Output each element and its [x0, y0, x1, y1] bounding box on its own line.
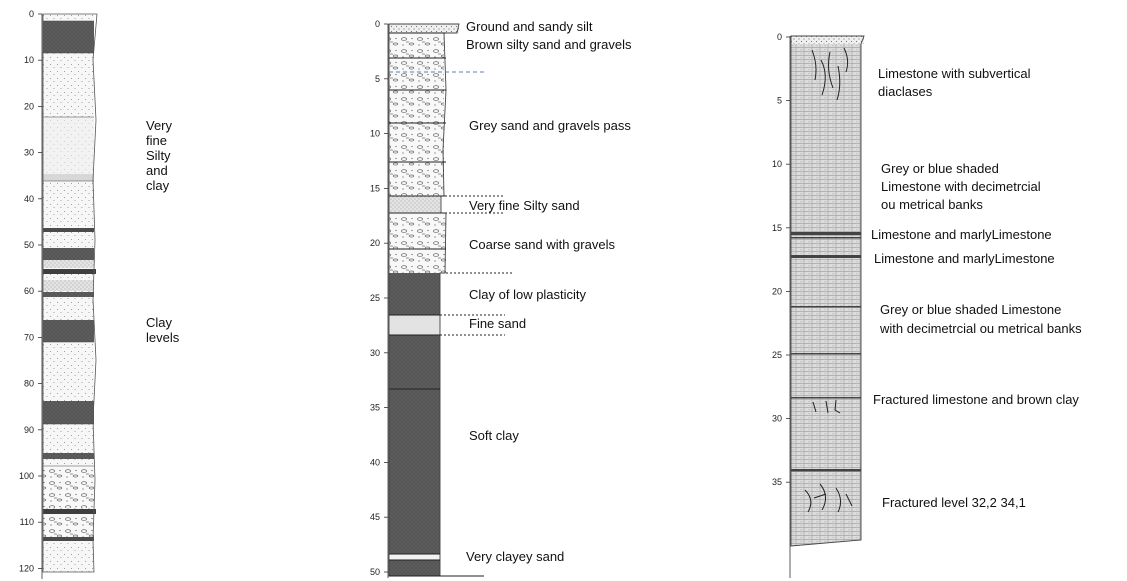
log-a-gravel-layer	[43, 466, 94, 508]
depth-tick-label: 20	[370, 238, 380, 248]
depth-tick-label: 35	[370, 403, 380, 413]
log-b-clayey-sand-layer	[389, 554, 440, 560]
log-b-column	[388, 23, 512, 577]
depth-tick-label: 60	[24, 286, 34, 296]
log-c-labels: Limestone with subvertical diaclases Gre…	[871, 66, 1082, 510]
log-b-label: Clay of low plasticity	[469, 287, 587, 302]
depth-tick-label: 30	[370, 348, 380, 358]
log-c-column	[790, 35, 865, 547]
log-a-depth-axis: 0 10 20 30 40 50 60 70 80 90 100 110 120	[19, 9, 43, 579]
log-a-gravel-layer	[43, 515, 94, 537]
depth-tick-label: 40	[370, 457, 380, 467]
depth-tick-label: 0	[777, 32, 782, 42]
log-b-dotted-markers	[440, 195, 512, 336]
log-b-label: Brown silty sand and gravels	[466, 37, 632, 52]
log-b-label: Coarse sand with gravels	[469, 237, 615, 252]
log-b-label: Soft clay	[469, 428, 519, 443]
depth-tick-label: 100	[19, 471, 34, 481]
log-c-label: Fractured level 32,2 34,1	[882, 495, 1026, 510]
log-a-clay-band	[43, 228, 94, 232]
depth-tick-label: 5	[375, 74, 380, 84]
log-c-topsoil-layer	[791, 36, 864, 44]
log-c-depth-axis: 0 5 10 15 20 25 30 35	[772, 32, 791, 578]
log-b-depth-axis: 0 5 10 15 20 25 30 35 40 45 50	[370, 19, 389, 578]
depth-tick-label: 50	[370, 567, 380, 577]
depth-tick-label: 10	[370, 129, 380, 139]
log-a-thin-layer	[43, 174, 94, 181]
borehole-log-c: 0 5 10 15 20 25 30 35 Limestone with subvertica…	[772, 32, 1082, 578]
depth-tick-label: 25	[772, 350, 782, 360]
log-a-fine-layer	[43, 260, 94, 268]
depth-tick-label: 40	[24, 194, 34, 204]
depth-tick-label: 15	[772, 223, 782, 233]
log-a-label: Clay levels	[146, 315, 180, 345]
depth-tick-label: 50	[24, 240, 34, 250]
depth-tick-label: 10	[772, 159, 782, 169]
log-c-label: Limestone with subvertical diaclases	[878, 66, 1034, 99]
log-a-column	[42, 13, 98, 573]
depth-tick-label: 35	[772, 477, 782, 487]
log-b-fine-sand-layer	[389, 315, 440, 335]
depth-tick-label: 30	[772, 414, 782, 424]
log-c-fractures	[804, 47, 853, 513]
depth-tick-label: 15	[370, 183, 380, 193]
log-a-clay-layer	[43, 320, 94, 342]
log-a-clay-band	[43, 292, 94, 297]
log-a-labels: Very fine Silty and clay Clay levels	[146, 118, 180, 345]
depth-tick-label: 20	[24, 101, 34, 111]
log-b-label: Grey sand and gravels pass	[469, 118, 631, 133]
log-a-clay-band	[43, 537, 94, 541]
log-c-label: Limestone and marlyLimestone	[874, 251, 1055, 266]
log-b-clay-layer	[389, 273, 440, 315]
log-a-clay-band	[43, 453, 94, 459]
log-a-label: Very fine Silty and clay	[146, 118, 176, 193]
depth-tick-label: 120	[19, 563, 34, 573]
depth-tick-label: 25	[370, 293, 380, 303]
log-a-clay-layer	[43, 401, 94, 424]
depth-tick-label: 30	[24, 148, 34, 158]
depth-tick-label: 5	[777, 96, 782, 106]
log-a-outline	[42, 13, 98, 573]
log-c-label: Fractured limestone and brown clay	[873, 392, 1079, 407]
log-b-gravel-layer	[389, 213, 446, 273]
log-b-label: Fine sand	[469, 316, 526, 331]
log-a-boundaries	[43, 20, 94, 467]
log-a-clay-band	[43, 280, 94, 291]
log-a-clay-band	[43, 269, 96, 274]
log-b-label: Very clayey sand	[466, 549, 564, 564]
depth-tick-label: 70	[24, 332, 34, 342]
depth-tick-label: 0	[375, 19, 380, 29]
borehole-log-b: 0 5 10 15 20 25 30 35 40 45 50 Ground and sandy si…	[370, 19, 632, 578]
depth-tick-label: 90	[24, 425, 34, 435]
depth-tick-label: 20	[772, 286, 782, 296]
log-b-label: Ground and sandy silt	[466, 19, 593, 34]
log-a-light-layer	[43, 117, 94, 174]
log-b-boundaries	[389, 32, 484, 577]
depth-tick-label: 110	[20, 517, 34, 527]
log-b-clay-layer	[389, 335, 440, 554]
log-c-label: Limestone and marlyLimestone	[871, 227, 1052, 242]
depth-tick-label: 45	[370, 512, 380, 522]
log-b-labels: Ground and sandy silt Brown silty sand a…	[466, 19, 632, 564]
log-c-limestone-body	[791, 44, 861, 546]
log-b-fine-silty-layer	[389, 196, 441, 213]
log-b-gravel-layer	[389, 33, 444, 196]
depth-tick-label: 0	[29, 9, 34, 19]
log-b-label: Very fine Silty sand	[469, 198, 580, 213]
log-c-outline	[790, 35, 865, 547]
depth-tick-label: 10	[24, 55, 34, 65]
log-a-clay-layer	[43, 21, 94, 53]
log-a-clay-band	[43, 248, 94, 260]
log-c-label: Grey or blue shaded Limestone with decim…	[879, 302, 1082, 336]
borehole-log-a: 0 10 20 30 40 50 60 70 80 90 100 110 120 Very fine S…	[19, 9, 180, 579]
log-a-clay-band	[43, 509, 96, 514]
log-b-clay-layer	[389, 560, 440, 576]
log-b-topsoil-layer	[389, 24, 459, 33]
log-c-bed-boundaries	[791, 232, 861, 472]
depth-tick-label: 80	[24, 379, 34, 389]
log-c-label: Grey or blue shaded Limestone with decim…	[881, 161, 1044, 212]
